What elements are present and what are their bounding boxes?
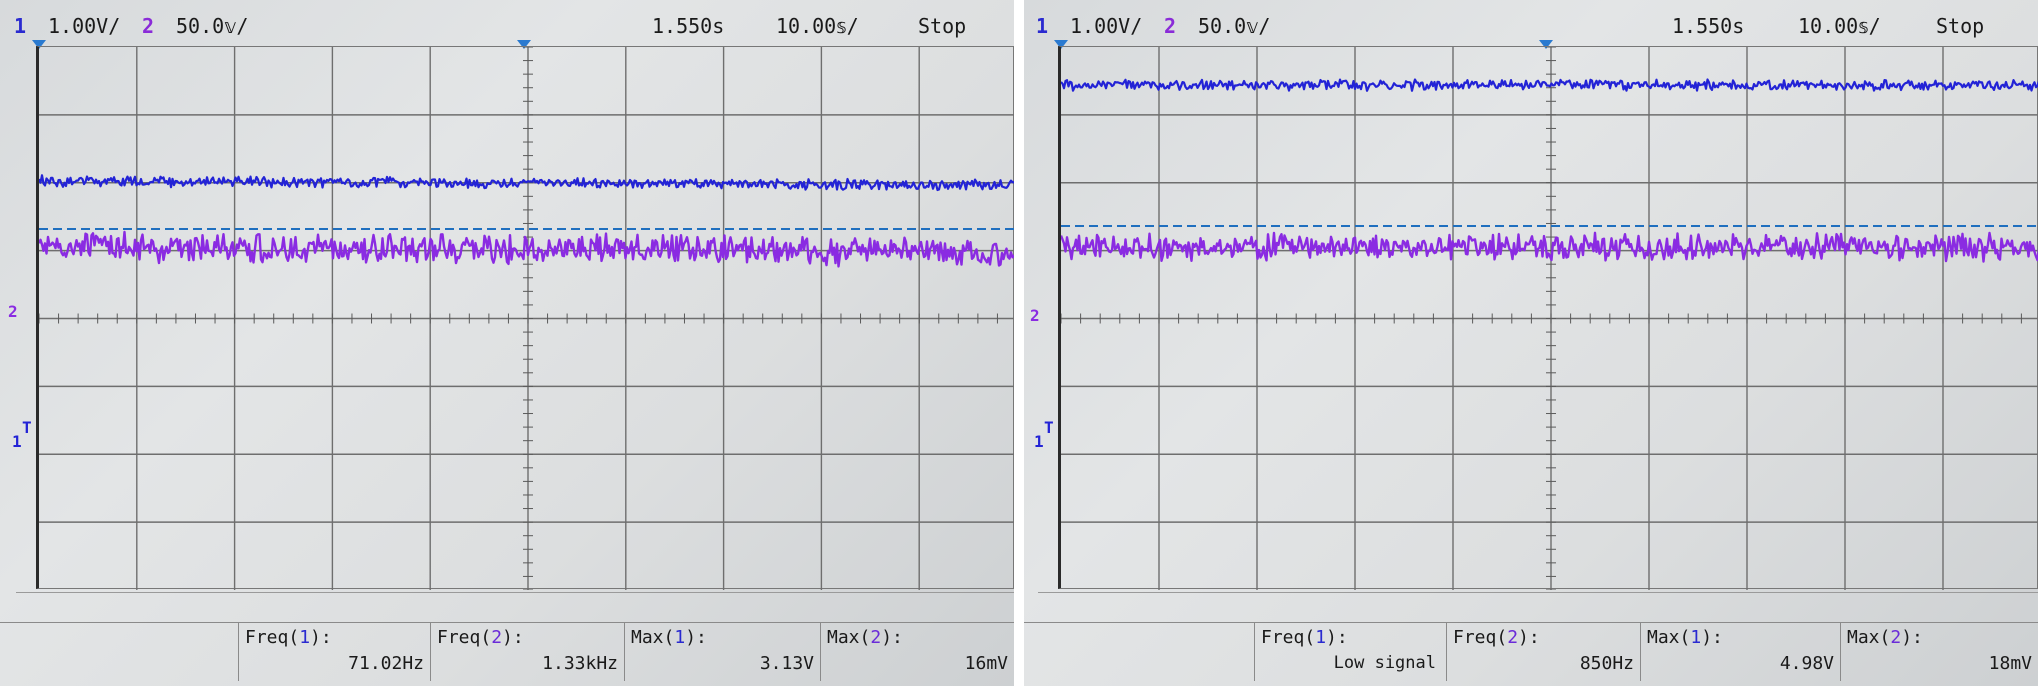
center-time-marker [1539,40,1553,49]
measurement-value: 1.33kHz [542,653,618,674]
ch1-number: 1 [1036,14,1049,38]
measurement-label: Max [827,627,860,648]
run-state: Stop [918,14,967,38]
measurement-freq-1: Freq(1): 71.02Hz [238,623,430,681]
ch1-scale: 1.00V/ [48,14,121,38]
trigger-time-marker [1054,40,1068,49]
ch2-number: 2 [142,14,155,38]
ch1-trace [1061,78,2038,92]
measurement-value: 71.02Hz [348,653,424,674]
measurement-max-2: Max(2): 18mV [1840,623,2038,681]
run-state: Stop [1936,14,1985,38]
measurement-label: Freq [1453,627,1497,648]
measurement-value: 16mV [964,653,1008,674]
oscilloscope-screen-left: 1 1.00V/ 2 50.0𝕧/ 1.550s 10.00𝕤/ Stop 2 … [0,0,1014,686]
measurement-value: 3.13V [759,653,814,674]
ch1-trigger-label: T [1044,418,1054,437]
measurement-value: 4.98V [1779,653,1834,674]
measurement-channel: 1 [1690,627,1702,648]
measurement-channel: 2 [491,627,503,648]
waveform-display [39,47,1014,590]
ch1-ground-marker: 1 [1034,434,1044,450]
status-divider [16,592,1014,621]
ch2-ground-label: 2 [1030,306,1040,325]
ch2-ground-label: 2 [8,302,18,321]
measurement-label: Freq [245,627,289,648]
ch2-ground-marker: 2 [8,304,18,320]
waveform-display [1061,47,2038,590]
measurement-channel: 2 [870,627,882,648]
measurement-value: 850Hz [1579,653,1634,674]
measurement-channel: 2 [1507,627,1519,648]
oscilloscope-screen-right: 1 1.00V/ 2 50.0𝕧/ 1.550s 10.00𝕤/ Stop 2 … [1024,0,2038,686]
measurement-bar: Freq(1): 71.02Hz Freq(2): 1.33kHz Max(1)… [0,622,1014,681]
measurement-max-2: Max(2): 16mV [820,623,1014,681]
ch1-number: 1 [14,14,27,38]
status-divider [1038,592,2038,621]
trigger-time-marker [32,40,46,49]
measurement-value: Low signal [1333,653,1436,673]
ch2-trace [1061,231,2038,263]
time-scale: 10.00𝕤/ [1798,14,1881,38]
measurement-bar: Freq(1): Low signal Freq(2): 850Hz Max(1… [1024,622,2038,681]
ch1-trigger-marker: T [1044,420,1054,436]
measurement-label: Max [631,627,664,648]
measurement-channel: 1 [299,627,311,648]
measurement-max-1: Max(1): 3.13V [624,623,820,681]
ch1-trigger-label: T [22,418,32,437]
ch2-number: 2 [1164,14,1177,38]
measurement-label: Max [1847,627,1880,648]
measurement-freq-2: Freq(2): 850Hz [1446,623,1640,681]
ch1-ground-marker: 1 [12,434,22,450]
measurement-freq-1: Freq(1): Low signal [1254,623,1446,681]
ch2-scale: 50.0𝕧/ [176,14,249,38]
measurement-freq-2: Freq(2): 1.33kHz [430,623,624,681]
center-time-marker [517,40,531,49]
ch1-trigger-marker: T [22,420,32,436]
status-header: 1 1.00V/ 2 50.0𝕧/ 1.550s 10.00𝕤/ Stop [1024,8,2038,44]
waveform-grid [1058,46,2038,590]
measurement-channel: 2 [1890,627,1902,648]
time-position: 1.550s [1672,14,1745,38]
measurement-label: Freq [1261,627,1305,648]
time-scale: 10.00𝕤/ [776,14,859,38]
measurement-channel: 1 [674,627,686,648]
ch2-ground-marker: 2 [1030,308,1040,324]
measurement-label: Freq [437,627,481,648]
ch1-trace [39,174,1014,192]
waveform-grid [36,46,1014,590]
measurement-channel: 1 [1315,627,1327,648]
ch2-trace [39,230,1014,268]
ch1-ground-label: 1 [1034,432,1044,451]
status-header: 1 1.00V/ 2 50.0𝕧/ 1.550s 10.00𝕤/ Stop [0,8,1014,44]
ch2-scale: 50.0𝕧/ [1198,14,1271,38]
ch1-scale: 1.00V/ [1070,14,1143,38]
time-position: 1.550s [652,14,725,38]
ch1-ground-label: 1 [12,432,22,451]
measurement-value: 18mV [1988,653,2032,674]
measurement-label: Max [1647,627,1680,648]
measurement-max-1: Max(1): 4.98V [1640,623,1840,681]
